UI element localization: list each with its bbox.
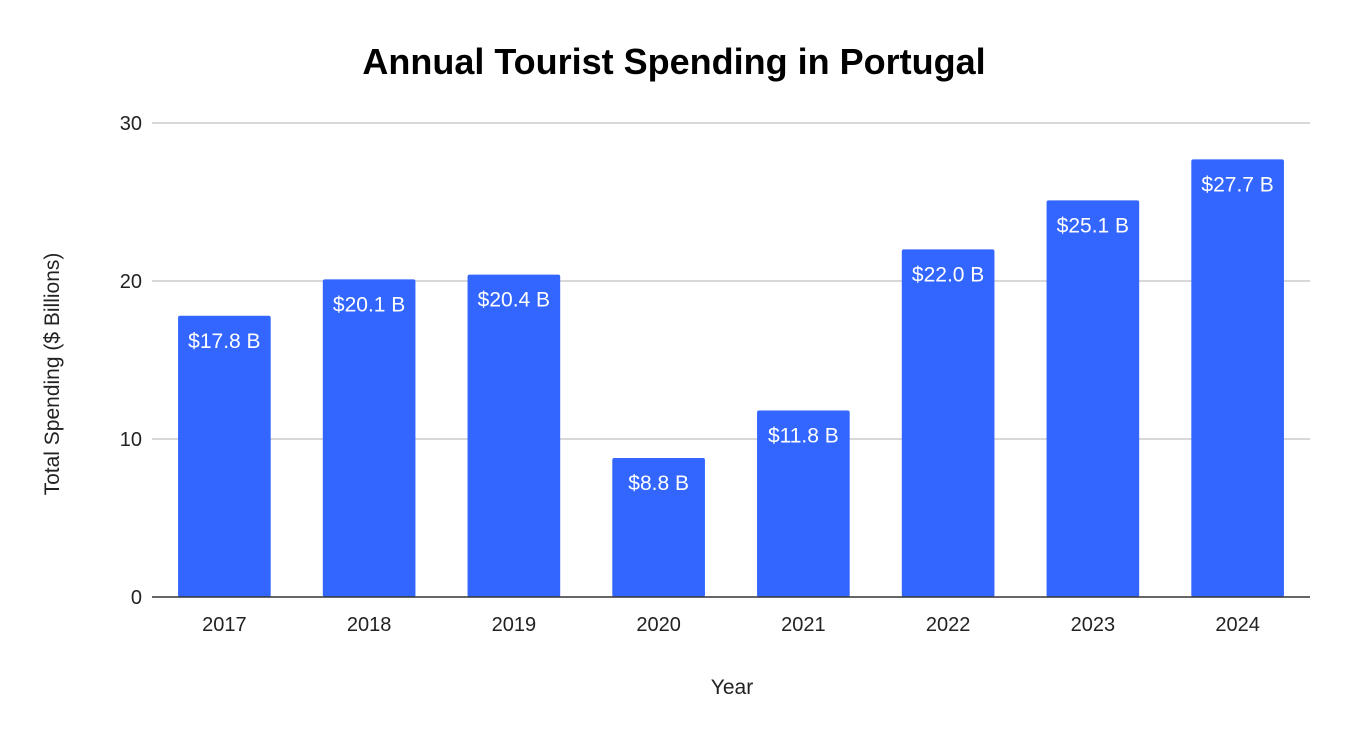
x-tick-label: 2019	[492, 614, 537, 636]
bar-data-label: $8.8 B	[628, 472, 689, 495]
bar-data-label: $17.8 B	[188, 330, 260, 353]
bar	[322, 279, 416, 597]
y-axis-ticks: 0 10 20 30	[120, 113, 142, 609]
bar	[1191, 159, 1284, 597]
bar-data-label: $11.8 B	[768, 425, 839, 448]
bar-data-label: $22.0 B	[912, 263, 984, 286]
y-tick-label: 10	[120, 429, 142, 451]
bar-data-label: $20.4 B	[478, 289, 550, 312]
bars: $17.8 B $20.1 B $20.4 B $8.8 B $11.8 B $22.0 …	[152, 159, 1310, 598]
bar	[901, 249, 995, 597]
x-tick-label: 2022	[926, 614, 971, 636]
x-tick-label: 2017	[202, 614, 247, 636]
bar	[178, 315, 271, 597]
x-tick-label: 2024	[1215, 614, 1260, 636]
y-axis-label: Total Spending ($ Billions)	[41, 253, 64, 496]
y-tick-label: 20	[120, 271, 142, 293]
bar-data-label: $20.1 B	[333, 293, 405, 316]
bar	[757, 410, 850, 597]
bar	[1046, 200, 1140, 598]
x-tick-label: 2021	[781, 614, 826, 636]
y-tick-label: 0	[131, 587, 142, 609]
chart-title: Annual Tourist Spending in Portugal	[362, 41, 985, 82]
y-tick-label: 30	[120, 113, 142, 135]
x-tick-label: 2020	[636, 614, 681, 636]
x-axis-ticks: 2017 2018 2019 2020 2021 2022 2023 2024	[202, 614, 1260, 636]
bar-data-label: $25.1 B	[1057, 214, 1129, 237]
bar	[467, 274, 561, 597]
x-tick-label: 2023	[1071, 614, 1116, 636]
bar-data-label: $27.7 B	[1201, 173, 1273, 196]
x-axis-label: Year	[711, 676, 753, 699]
x-tick-label: 2018	[347, 614, 392, 636]
bar	[612, 457, 705, 597]
